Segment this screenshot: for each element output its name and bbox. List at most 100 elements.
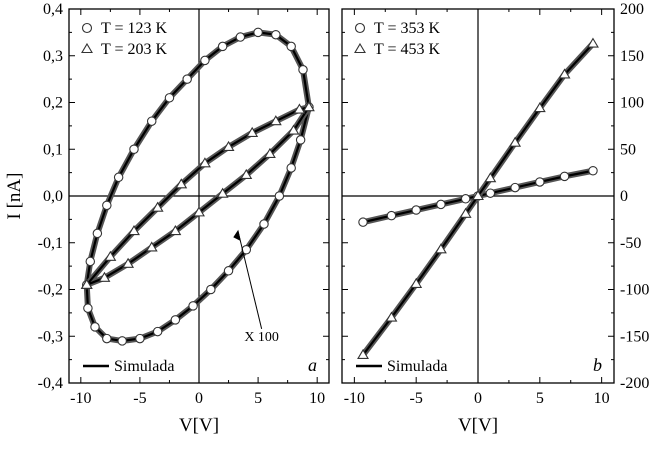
data-point-triangle [246, 126, 259, 137]
data-point-triangle [122, 257, 135, 268]
data-point-circle [259, 219, 269, 229]
x-tick-label: 10 [309, 390, 325, 407]
data-point-circle [274, 191, 285, 201]
data-point-triangle [151, 201, 164, 212]
data-point-circle [164, 93, 175, 103]
data-point-circle [102, 200, 112, 211]
data-point-triangle [240, 168, 253, 180]
data-point-circle [588, 166, 598, 176]
legend-entry: T = 453 K [374, 41, 441, 58]
data-point-triangle [269, 115, 282, 126]
panel-a: -10 -5 0 5 10 -0,4 -0,3 -0,2 -0,1 0,0 0,1 0,2 0,3 0,4… [4, 1, 330, 436]
data-point-circle [286, 41, 296, 52]
x-tick-label: 5 [254, 390, 262, 407]
x-tick-label: -5 [133, 390, 146, 407]
legend-triangle-icon [81, 42, 93, 54]
data-point-circle [411, 205, 421, 215]
legend-entry-simulated: Simulada [114, 358, 174, 375]
y-tick-label: 0,4 [43, 1, 63, 18]
data-point-triangle [222, 140, 235, 151]
y-tick-label: 150 [620, 48, 644, 65]
legend-entry: T = 353 K [374, 20, 441, 37]
y-axis-title: I [nA] [4, 173, 25, 220]
y-tick-label: -200 [620, 375, 649, 392]
data-point-circle [286, 163, 296, 173]
data-point-circle [83, 303, 93, 313]
x-tick-label: -10 [70, 390, 91, 407]
data-point-circle [92, 228, 103, 239]
data-point-circle [485, 188, 496, 198]
data-point-triangle [193, 206, 205, 217]
data-point-circle [90, 322, 100, 332]
data-point-triangle [104, 250, 117, 261]
y-tick-label: -50 [620, 235, 641, 252]
y-tick-label: 0,1 [43, 141, 63, 158]
y-tick-label: -0,2 [38, 282, 63, 299]
data-point-circle [223, 266, 234, 276]
data-point-triangle [357, 348, 369, 359]
y-tick-label: 200 [620, 1, 644, 18]
data-point-circle [152, 326, 163, 337]
data-point-circle [535, 177, 545, 187]
data-point-circle [170, 315, 181, 325]
y-tick-label: -0,3 [38, 328, 63, 345]
data-point-circle [206, 284, 216, 295]
data-point-triangle [472, 189, 484, 201]
annotation-arrow-line [237, 230, 263, 330]
data-point-triangle [293, 103, 306, 114]
x-tick-label: 0 [195, 390, 203, 407]
y-tick-label: 0,0 [43, 188, 63, 205]
data-point-triangle [509, 136, 522, 147]
legend-triangle-icon [354, 42, 366, 54]
x-tick-label: 5 [536, 390, 544, 407]
legend-circle-icon [354, 22, 366, 34]
data-point-triangle [198, 157, 211, 168]
y-tick-label: 0,3 [43, 48, 63, 65]
legend-circle-icon [81, 22, 93, 34]
panel-letter: b [593, 355, 602, 375]
data-point-circle [146, 116, 157, 126]
data-point-triangle [302, 101, 315, 112]
data-point-triangle [410, 277, 423, 288]
data-point-circle [510, 182, 520, 193]
data-point-circle [182, 74, 192, 84]
data-point-circle [559, 171, 570, 182]
data-point-triangle [175, 178, 188, 189]
data-point-triangle [287, 124, 300, 135]
y-tick-label: 50 [620, 141, 636, 158]
data-point-circle [129, 144, 139, 155]
data-point-triangle [128, 224, 140, 236]
y-tick-label: -150 [620, 328, 649, 345]
data-point-triangle [216, 187, 229, 198]
data-point-circle [117, 336, 127, 346]
data-point-circle [113, 172, 124, 183]
annotation-label: X 100 [244, 330, 279, 345]
panel-b: -10 -5 0 5 10-200-150-100-50050100150200V[V]… [341, 1, 649, 436]
panel-letter: a [308, 355, 317, 375]
data-point-triangle [385, 311, 398, 322]
data-point-triangle [434, 243, 447, 254]
data-point-circle [200, 55, 210, 66]
data-point-circle [85, 256, 96, 267]
simulated-curve [85, 31, 310, 343]
y-tick-label: -0,4 [38, 375, 63, 392]
simulated-curve-band [83, 29, 312, 344]
data-point-circle [135, 333, 145, 344]
y-tick-label: -0,1 [38, 235, 63, 252]
data-point-triangle [484, 172, 497, 183]
data-point-circle [253, 27, 263, 38]
data-point-circle [298, 65, 308, 75]
data-point-circle [358, 217, 368, 227]
data-point-circle [102, 333, 112, 344]
data-point-circle [295, 135, 306, 145]
annotation-arrow-head [233, 229, 241, 241]
data-point-circle [235, 32, 246, 42]
y-tick-label: -100 [620, 282, 649, 299]
data-point-circle [460, 194, 471, 204]
legend-entry-simulated: Simulada [387, 358, 447, 375]
data-point-circle [271, 29, 281, 40]
data-point-triangle [558, 68, 571, 79]
x-tick-label: -5 [410, 390, 423, 407]
y-tick-label: 0 [620, 188, 628, 205]
